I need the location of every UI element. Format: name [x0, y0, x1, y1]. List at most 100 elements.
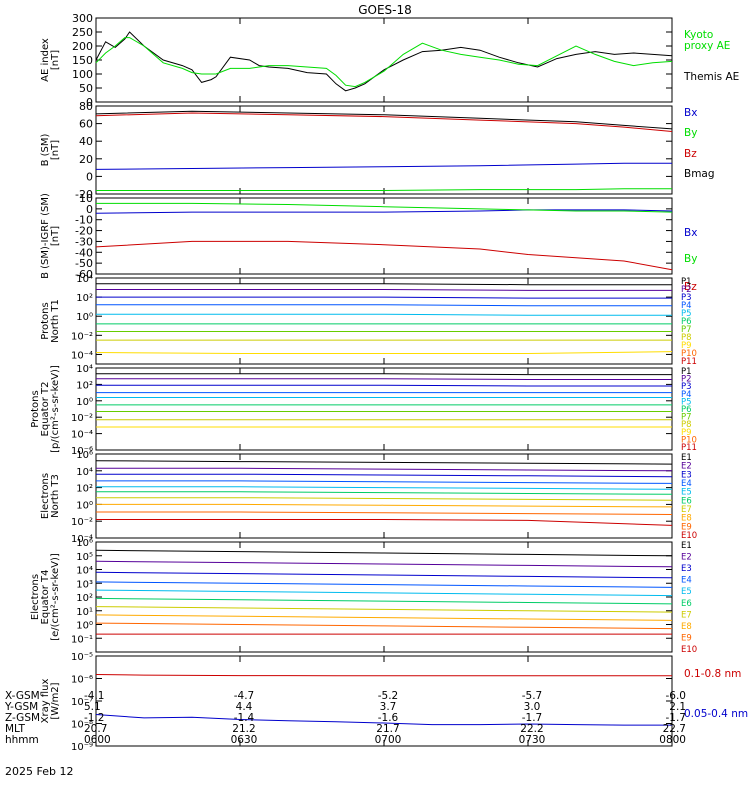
orbit-value: -1.7: [522, 712, 543, 724]
y-tick-label: 10²: [76, 593, 93, 604]
orbit-value: -1.4: [234, 712, 255, 724]
legend-label: P2: [681, 375, 692, 385]
y-tick-label: 10⁻⁶: [71, 675, 93, 686]
y-axis-label: [W/m2]: [50, 682, 61, 719]
series-line-by: [96, 202, 673, 213]
orbit-value: -5.2: [378, 690, 399, 702]
orbit-value: -1.2: [84, 712, 105, 724]
series-line-e3: [96, 473, 673, 478]
legend-label: P5: [681, 397, 692, 407]
y-tick-label: -20: [75, 225, 93, 238]
y-tick-label: 0: [86, 96, 93, 109]
y-axis-label: [nT]: [50, 140, 61, 160]
legend-label: Bx: [684, 107, 697, 119]
series-line-e6: [96, 491, 673, 495]
legend-label: E4: [681, 576, 692, 586]
y-axis-label: [p/(cm²-s-sr-keV)]: [50, 365, 61, 453]
legend-label: Bmag: [684, 168, 715, 180]
y-tick-label: 10⁻⁸: [71, 720, 93, 731]
legend-label: P1: [681, 367, 692, 377]
series-line-p1: [96, 373, 672, 376]
orbit-row-label: Z-GSM: [5, 712, 40, 724]
y-tick-label: 10⁶: [76, 538, 93, 549]
y-tick-label: 200: [72, 40, 93, 53]
series-line-e5: [95, 589, 673, 597]
y-tick-label: 10⁻²: [71, 331, 93, 342]
legend-label: P4: [681, 301, 692, 311]
y-tick-label: 10²: [76, 484, 93, 495]
legend-label: P10: [681, 435, 697, 445]
panel-pt2: 10⁴ 10² 10⁰ 10⁻² 10⁻⁴ 10⁻⁶ Protons Equator T2 [p…: [30, 364, 697, 457]
legend-label: P1: [681, 277, 692, 287]
legend-label: E6: [681, 496, 692, 506]
series-line-p2: [96, 289, 672, 291]
legend-label: P10: [681, 349, 697, 359]
series-line-e5: [96, 486, 673, 490]
legend-label: E5: [681, 587, 692, 597]
y-tick-label: 50: [79, 82, 93, 95]
orbit-value: -4.1: [84, 690, 105, 702]
orbit-value: 0600: [84, 734, 111, 746]
panel-pt1: 10⁴ 10² 10⁰ 10⁻² 10⁻⁴ Protons North T1 P1P2P3P4…: [40, 274, 697, 367]
y-tick-label: 80: [79, 100, 93, 113]
orbit-value: 0730: [519, 734, 546, 746]
y-tick-label: 10⁰: [76, 621, 93, 632]
legend-label: P3: [681, 382, 692, 392]
legend-label: Kyoto: [684, 29, 713, 41]
y-tick-label: -40: [75, 246, 93, 259]
legend-label: By: [684, 127, 697, 139]
panel-bsm: -20 0 20 40 60 80 B (SM) [nT] Bx By Bz Bmag: [40, 100, 715, 201]
figure-title: GOES-18: [358, 3, 412, 17]
series-line-p3: [96, 296, 672, 299]
legend-label: P6: [681, 405, 692, 415]
y-axis-label: Protons: [30, 390, 41, 427]
y-axis-label: Electrons: [30, 574, 41, 620]
series-line-by: [96, 188, 672, 191]
legend-label: 0.1-0.8 nm: [684, 668, 741, 680]
y-axis-label: AE index: [40, 38, 51, 82]
y-tick-label: 10⁰: [76, 397, 93, 408]
series-line-e9: [96, 511, 673, 515]
y-tick-label: 10: [79, 192, 93, 205]
y-tick-label: 10⁴: [76, 364, 93, 375]
y-tick-label: 10⁻²: [71, 517, 93, 528]
orbit-value: 3.0: [524, 701, 541, 713]
legend-label: E1: [681, 453, 692, 463]
panel-xray: 10⁻⁵ 10⁻⁶ 10⁻⁷ 10⁻⁸ 10⁻⁹ Xray flux [W/m2] 0.1-0…: [40, 652, 748, 753]
y-tick-label: 10²: [76, 380, 93, 391]
y-tick-label: -20: [75, 188, 93, 201]
series-line-p1: [96, 283, 672, 286]
panel-frame: [95, 367, 673, 451]
y-tick-label: 10⁰: [76, 312, 93, 323]
orbit-value: 4.4: [236, 701, 253, 713]
series-line-p3: [96, 384, 672, 387]
y-tick-label: 10⁻⁷: [71, 697, 93, 708]
y-tick-label: -60: [75, 268, 93, 281]
legend-label: Bz: [684, 148, 697, 160]
y-tick-label: 10¹: [76, 607, 93, 618]
orbit-value: 2.1: [669, 701, 686, 713]
legend-label: Bz: [684, 281, 697, 293]
y-axis-label: Equator T4: [40, 570, 51, 625]
legend-label: E2: [681, 553, 692, 563]
y-tick-label: 40: [79, 135, 93, 148]
legend-label: P8: [681, 333, 692, 343]
series-line-p5: [96, 313, 672, 316]
orbit-value: 5.1: [84, 701, 101, 713]
y-tick-label: 10⁰: [76, 500, 93, 511]
y-tick-label: 20: [79, 153, 93, 166]
series-line-bx: [95, 209, 673, 214]
orbit-value: 21.7: [376, 723, 399, 735]
series-line-e7: [96, 497, 673, 501]
y-tick-label: 10⁻⁴: [71, 350, 93, 361]
series-line-e9: [95, 622, 673, 630]
series-line-p4: [96, 304, 672, 307]
legend-label: E2: [681, 462, 692, 472]
series-line-0-1-0-8-nm: [95, 674, 672, 677]
orbit-value: 22.2: [520, 723, 543, 735]
legend-label: E9: [681, 522, 692, 532]
legend-label: E8: [681, 514, 692, 524]
